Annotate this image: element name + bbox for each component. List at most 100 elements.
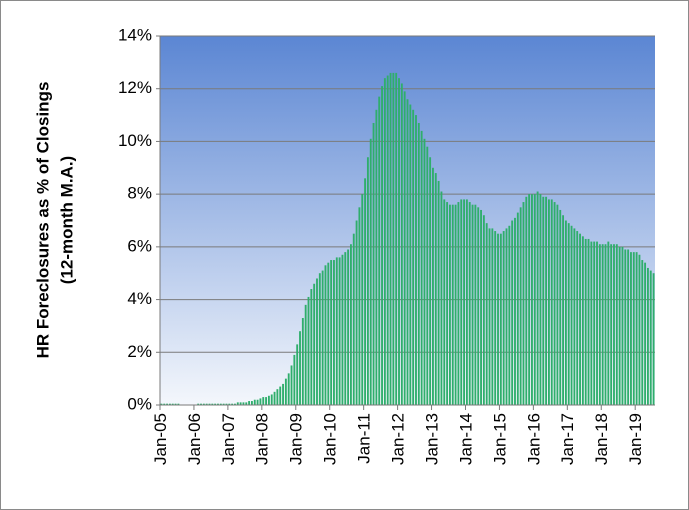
bar (630, 252, 632, 405)
bar (160, 403, 163, 405)
bar (333, 260, 335, 405)
bar (361, 194, 364, 405)
bar (590, 241, 593, 405)
bar (465, 199, 468, 405)
bar (208, 403, 211, 405)
bar (426, 146, 429, 405)
bar (434, 173, 437, 405)
bar (335, 257, 338, 405)
bar (457, 202, 460, 405)
bar (652, 273, 655, 405)
bar (432, 167, 434, 405)
bar (202, 403, 205, 405)
bar (293, 354, 296, 405)
bar (536, 191, 539, 405)
bar (423, 138, 426, 406)
x-tick-label: Jan-15 (490, 413, 509, 465)
bar (273, 391, 276, 405)
bar (412, 109, 415, 406)
bar (318, 273, 321, 405)
bar (615, 244, 618, 405)
y-tick-label: 14% (118, 25, 152, 44)
bar (624, 249, 627, 405)
bar (429, 157, 432, 405)
bar (242, 402, 245, 405)
bar (635, 252, 638, 405)
bar (460, 199, 463, 405)
bar (231, 403, 234, 405)
bar (403, 91, 406, 405)
bar (347, 249, 350, 405)
y-tick-label: 10% (118, 131, 152, 150)
bar (448, 204, 451, 405)
bar (256, 399, 259, 405)
bar (262, 397, 265, 405)
y-tick-label: 0% (127, 394, 152, 413)
bar (604, 244, 607, 405)
y-tick-label: 2% (127, 342, 152, 361)
bar (338, 257, 341, 405)
bar (228, 403, 231, 405)
bar (253, 399, 256, 405)
y-tick-label: 4% (127, 289, 152, 308)
bar (553, 202, 556, 405)
y-axis-title-line: (12-month M.A.) (57, 156, 76, 284)
y-tick-label: 8% (127, 184, 152, 203)
bar (587, 238, 590, 405)
bar (562, 215, 565, 405)
bar (613, 244, 615, 405)
bar (468, 202, 471, 405)
bar (584, 238, 587, 405)
bar (621, 246, 624, 405)
y-tick-label: 12% (118, 78, 152, 97)
bar (528, 194, 531, 405)
bar (409, 104, 412, 406)
bar (364, 178, 367, 405)
bar (519, 207, 522, 405)
bar (499, 233, 502, 405)
bar (168, 403, 171, 405)
x-tick-label: Jan-11 (355, 413, 374, 464)
bar (166, 403, 169, 405)
x-tick-label: Jan-14 (456, 413, 475, 465)
bar (514, 217, 516, 405)
bar (508, 225, 511, 405)
bar (437, 180, 440, 405)
bar (400, 83, 403, 405)
bar (627, 249, 630, 405)
bar (545, 196, 548, 405)
bar (451, 204, 454, 405)
bar (369, 138, 372, 406)
bar (494, 231, 497, 405)
x-tick-label: Jan-17 (558, 413, 577, 465)
bar (522, 202, 525, 405)
x-tick-label: Jan-09 (287, 413, 306, 465)
bar (234, 403, 236, 405)
y-axis-title: HR Foreclosures as % of Closings (12-mon… (33, 82, 76, 359)
bar (313, 283, 316, 405)
bar (646, 267, 649, 405)
x-tick-label: Jan-13 (422, 413, 441, 465)
bar (250, 401, 253, 405)
bar (324, 265, 327, 405)
bar (171, 403, 174, 405)
bar (225, 403, 228, 405)
bar (576, 231, 579, 405)
bar (398, 78, 400, 406)
bar (352, 233, 355, 405)
bar (349, 244, 352, 405)
bar (287, 373, 290, 405)
bar (618, 246, 621, 405)
bar (497, 233, 499, 405)
bar (463, 199, 466, 405)
bar (296, 344, 299, 405)
bar (474, 204, 477, 405)
bar (593, 241, 596, 405)
bar (415, 115, 417, 406)
bar (222, 403, 225, 405)
bar (392, 72, 395, 406)
bar (383, 78, 386, 406)
bar (236, 402, 239, 405)
bar (267, 395, 270, 405)
bar (214, 403, 217, 405)
